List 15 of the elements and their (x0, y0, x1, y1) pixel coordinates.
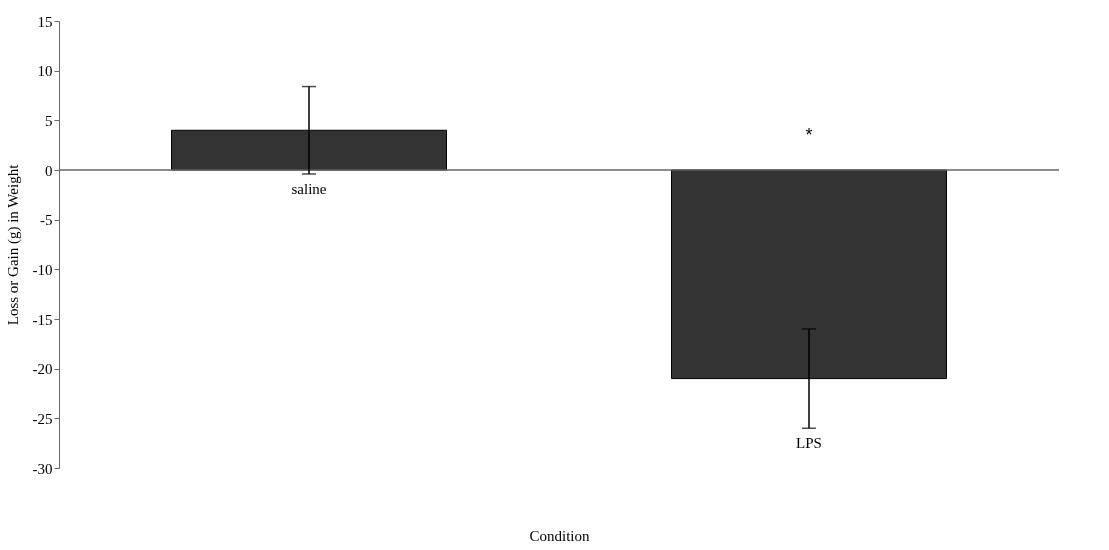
y-tick-label: -5 (40, 212, 53, 229)
x-axis-title: Condition (529, 527, 590, 544)
x-tick-label: LPS (796, 435, 822, 452)
annotation: * (805, 125, 813, 145)
y-tick-label: 15 (37, 13, 53, 30)
x-tick-label: saline (291, 180, 327, 197)
y-tick-label: 5 (45, 112, 53, 129)
y-tick-label: -15 (32, 311, 53, 328)
y-tick-label: -20 (32, 361, 53, 378)
y-axis-title: Loss or Gain (g) in Weight (4, 163, 22, 326)
y-tick-label: 10 (37, 63, 53, 80)
y-tick-label: -30 (32, 460, 53, 477)
y-tick-label: 0 (45, 162, 53, 179)
y-tick-label: -25 (32, 410, 53, 427)
y-tick-label: -10 (32, 261, 53, 278)
